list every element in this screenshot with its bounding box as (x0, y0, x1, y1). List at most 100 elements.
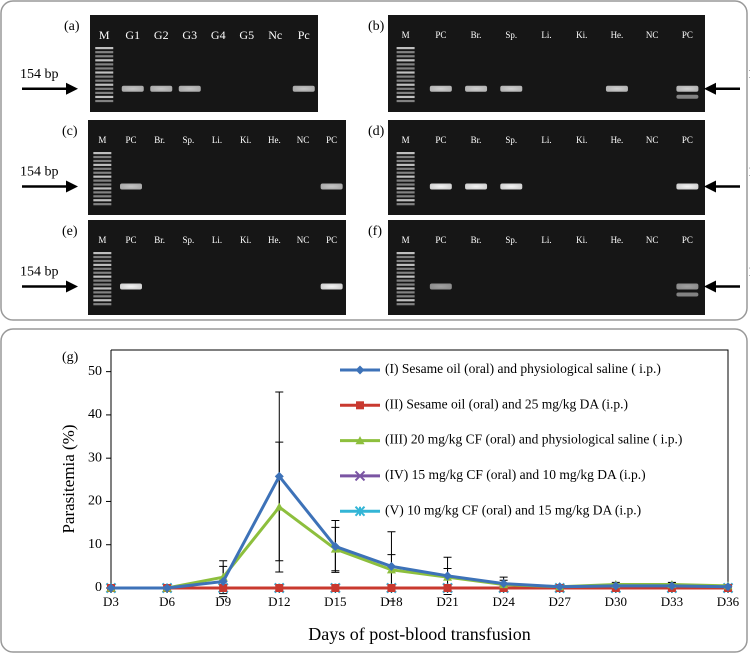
ladder-band (396, 47, 415, 50)
lane-label: PC (435, 135, 446, 145)
ladder-band (93, 159, 112, 163)
point-marker (275, 584, 284, 592)
marker-label: 154 bp (20, 165, 59, 180)
ladder-band (396, 187, 415, 190)
ladder-band (93, 179, 112, 182)
ladder-band (93, 287, 112, 290)
ladder-band (95, 91, 114, 94)
ladder-band (396, 55, 415, 58)
marker-label: 154 bp (748, 265, 750, 280)
point-marker (611, 581, 621, 591)
x-tick-label: D6 (159, 594, 175, 609)
lane-label: Br. (471, 235, 482, 245)
ladder-band (396, 299, 415, 302)
lane-label: Sp. (182, 135, 194, 145)
product-band (676, 85, 699, 92)
lane-label: He. (268, 135, 281, 145)
point-marker (443, 571, 453, 581)
ladder-band (396, 271, 415, 274)
gel-image (388, 120, 705, 215)
ladder-band (93, 283, 112, 286)
ladder-band (93, 175, 112, 178)
lane-label: NC (297, 235, 310, 245)
ladder-band (95, 95, 114, 99)
ladder-band (396, 255, 415, 259)
arrow-head (66, 280, 78, 293)
marker-label: 154 bp (20, 265, 59, 280)
ladder-band (396, 99, 415, 103)
ladder-band (396, 267, 415, 270)
ladder-band (396, 303, 415, 306)
lane-label: He. (611, 135, 624, 145)
lane-label: PC (435, 235, 446, 245)
point-marker (355, 365, 365, 375)
ladder-band (396, 199, 415, 202)
ladder-band (396, 83, 415, 86)
ladder-band (396, 91, 415, 94)
legend-label: (V) 10 mg/kg CF (oral) and 15 mg/kg DA (… (385, 502, 641, 517)
product-band (178, 85, 201, 92)
ladder-band (93, 163, 112, 166)
lane-label: Br. (471, 30, 482, 40)
product-band (465, 85, 488, 92)
ladder-band (93, 195, 112, 198)
product-band (500, 85, 523, 92)
lane-label: G2 (154, 28, 169, 42)
lane-label: M (402, 30, 410, 40)
panel-label: (g) (62, 350, 79, 365)
product-band (150, 85, 173, 92)
point-marker (499, 579, 509, 589)
y-tick-label: 0 (95, 580, 102, 595)
ladder-band (93, 291, 112, 294)
x-tick-label: D3 (103, 594, 119, 609)
y-tick-label: 10 (88, 537, 102, 552)
lane-label: NC (646, 30, 659, 40)
ladder-band (396, 171, 415, 174)
y-tick-label: 20 (88, 494, 102, 509)
gel-image (388, 15, 705, 112)
ladder-band (396, 252, 415, 255)
ladder-band (93, 275, 112, 278)
ladder-band (93, 267, 112, 270)
ladder-band (396, 295, 415, 298)
marker-label: 154 bp (748, 165, 750, 180)
ladder-band (396, 175, 415, 178)
lane-label: M (402, 135, 410, 145)
lane-label: PC (682, 30, 693, 40)
ladder-band (93, 167, 112, 170)
lane-label: Li. (541, 235, 551, 245)
ladder-band (396, 283, 415, 286)
ladder-band (396, 95, 415, 99)
ladder-band (93, 203, 112, 206)
product-band (292, 85, 315, 92)
lane-label: Li. (541, 30, 551, 40)
lane-label: G5 (239, 28, 254, 42)
arrow-head (704, 82, 716, 95)
lane-label: PC (682, 235, 693, 245)
ladder-band (93, 155, 112, 159)
ladder-band (93, 259, 112, 263)
x-tick-label: D9 (215, 594, 231, 609)
lane-label: M (98, 135, 106, 145)
ladder-band (93, 255, 112, 259)
lane-label: Sp. (505, 235, 517, 245)
point-marker (354, 470, 366, 482)
legend-label: (I) Sesame oil (oral) and physiological … (385, 361, 661, 376)
ladder-band (95, 51, 114, 54)
ladder-band (95, 75, 114, 78)
point-marker (443, 584, 452, 592)
product-band (676, 183, 699, 190)
ladder-band (93, 295, 112, 298)
point-marker (386, 561, 396, 571)
lane-label: Sp. (505, 135, 517, 145)
ladder-band (396, 279, 415, 282)
ladder-band (95, 67, 114, 70)
point-marker (667, 581, 677, 591)
lane-label: Ki. (240, 135, 251, 145)
ladder-band (396, 179, 415, 182)
ladder-band (93, 303, 112, 306)
ladder-band (396, 163, 415, 166)
ladder-band (396, 183, 415, 186)
ladder-band (396, 203, 415, 206)
